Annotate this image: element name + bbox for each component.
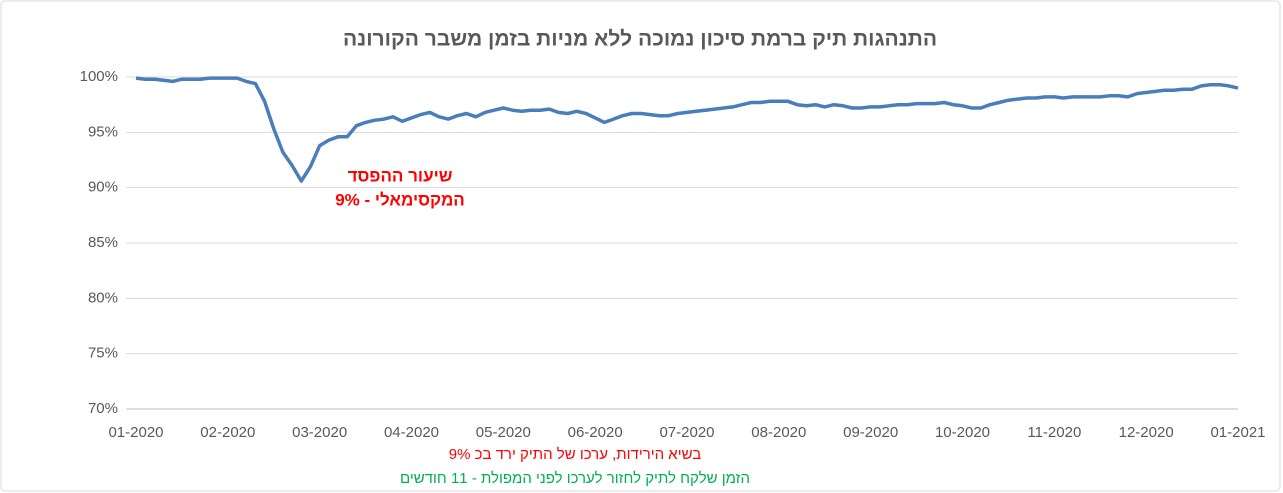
x-tick-label: 12-2020: [1119, 424, 1174, 441]
y-tick-label: 85%: [88, 234, 118, 251]
y-tick-label: 90%: [88, 179, 118, 196]
chart-title: התנהגות תיק ברמת סיכון נמוכה ללא מניות ב…: [343, 28, 937, 51]
annotation: הזמן שלקח לתיק לחזור לערכו לפני המפולת -…: [400, 470, 750, 487]
y-tick-label: 75%: [88, 345, 118, 362]
x-tick-label: 05-2020: [476, 424, 531, 441]
series-line: [135, 76, 1239, 183]
y-tick-label: 100%: [80, 68, 118, 85]
x-tick-label: 11-2020: [1027, 424, 1081, 441]
x-tick-label: 07-2020: [659, 424, 714, 441]
x-tick-label: 09-2020: [843, 424, 898, 441]
annotation: שיעור ההפסד: [348, 166, 453, 185]
x-tick-label: 01-2020: [108, 424, 163, 441]
annotation: המקסימאלי - 9%: [335, 190, 465, 209]
y-tick-label: 95%: [88, 123, 118, 140]
x-tick-label: 02-2020: [200, 424, 255, 441]
x-tick-label: 06-2020: [568, 424, 623, 441]
x-tick-label: 04-2020: [384, 424, 439, 441]
y-tick-label: 70%: [88, 400, 118, 417]
y-tick-label: 80%: [88, 289, 118, 306]
annotation: בשיא הירידות, ערכו של התיק ירד בכ 9%: [449, 446, 702, 463]
x-tick-label: 01-2021: [1210, 424, 1265, 441]
x-tick-label: 03-2020: [292, 424, 347, 441]
x-tick-label: 10-2020: [935, 424, 990, 441]
x-tick-label: 08-2020: [751, 424, 806, 441]
